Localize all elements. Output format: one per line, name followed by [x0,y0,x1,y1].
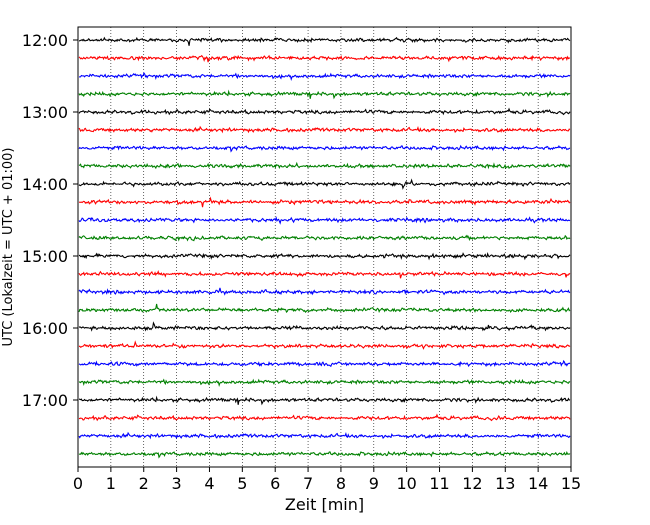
trace-line [78,125,571,134]
trace-line [78,216,571,225]
x-tick-label: 14 [528,474,548,493]
trace-line [78,413,571,422]
x-tick-label: 11 [429,474,449,493]
x-axis-label: Zeit [min] [285,495,364,514]
trace-line [78,450,571,459]
trace-line [78,196,571,208]
trace-line [78,252,571,261]
y-tick-label: 15:00 [22,247,68,266]
trace-line [78,161,571,170]
y-tick-label: 14:00 [22,175,68,194]
trace-line [78,378,571,387]
trace-line [78,431,571,440]
y-tick-label: 17:00 [22,391,68,410]
x-tick-label: 7 [303,474,313,493]
x-tick-label: 8 [336,474,346,493]
trace-layer [78,36,571,459]
trace-line [78,269,571,279]
x-tick-label: 12 [462,474,482,493]
trace-line [78,303,571,314]
x-tick-label: 0 [73,474,83,493]
x-tick-label: 9 [369,474,379,493]
trace-line [78,36,571,46]
y-axis-label: UTC (Lokalzeit = UTC + 01:00) [1,148,16,347]
trace-line [78,71,571,81]
y-axis: 12:00 13:00 14:00 15:00 16:00 17:00 [22,31,78,410]
x-tick-label: 4 [204,474,214,493]
x-tick-label: 13 [495,474,515,493]
x-axis: 0 1 2 3 4 5 6 7 8 9 10 11 12 13 14 15 [73,467,581,493]
trace-line [78,107,571,116]
trace-line [78,359,571,368]
grid-layer [110,27,539,467]
trace-line [78,89,571,100]
x-tick-label: 15 [561,474,581,493]
trace-line [78,234,571,242]
trace-line [78,321,571,332]
x-tick-label: 5 [237,474,247,493]
y-tick-label: 13:00 [22,103,68,122]
x-tick-label: 6 [270,474,280,493]
x-tick-label: 10 [396,474,416,493]
trace-line [78,54,571,63]
trace-line [78,340,571,350]
trace-line [78,178,571,190]
trace-line [78,287,571,296]
y-tick-label: 12:00 [22,31,68,50]
plot-frame [77,26,572,468]
trace-line [78,395,571,406]
x-tick-label: 1 [106,474,116,493]
trace-line [78,144,571,153]
x-tick-label: 3 [172,474,182,493]
y-tick-label: 16:00 [22,319,68,338]
x-tick-label: 2 [139,474,149,493]
